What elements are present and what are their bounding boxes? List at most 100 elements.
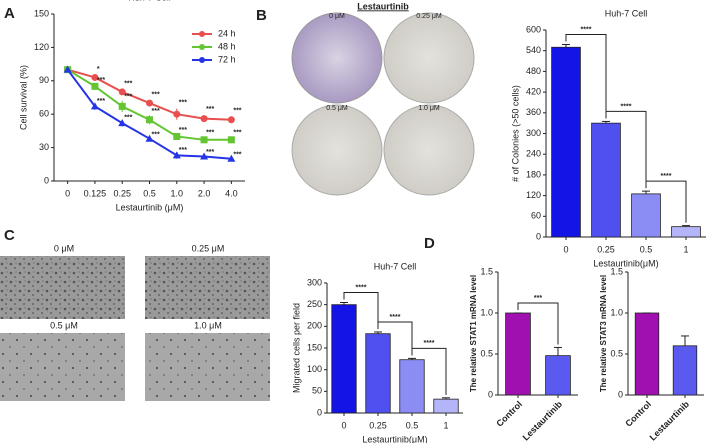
significance-label: *** [179,99,187,106]
y-tick-label: 100 [307,364,322,374]
significance-label: *** [233,107,241,114]
significance-label: *** [233,129,241,136]
point [146,99,153,107]
panel-label: C [4,227,15,244]
y-tick-label: 0.5 [480,348,493,358]
significance-label: *** [206,106,214,113]
point [200,136,208,144]
y-tick-label: 1.5 [610,266,623,276]
bar [591,122,621,238]
significance-label: *** [179,147,187,154]
x-tick-label: 0.5 [640,244,653,254]
y-tick-label: 180 [526,169,541,179]
significance-label: *** [152,108,160,115]
x-tick-label: 0 [341,420,346,430]
y-tick-label: 360 [526,107,541,117]
significance-label: **** [581,26,592,33]
y-tick-label: 250 [307,299,322,309]
x-tick-label: Control [623,399,653,429]
panel-label: B [256,7,267,24]
y-tick-label: 1.5 [480,266,493,276]
x-tick-label: 0.5 [143,188,156,198]
legend-marker [199,57,205,63]
y-tick-label: 60 [531,211,541,221]
point [91,82,99,90]
chart-title: Huh-7 Cell [128,0,171,2]
significance-label: *** [206,129,214,136]
significance-label: **** [356,284,367,291]
x-tick-label: 1.0 [171,188,184,198]
plate [291,12,383,104]
y-tick-label: 1.0 [480,307,493,317]
x-axis-label: Lestaurtinib(μM) [593,258,658,268]
x-tick-label: 0 [563,244,568,254]
panel-label: A [4,5,15,22]
chart-title: Huh-7 Cell [605,8,648,18]
y-axis-label: # of Colonies (>50 cells) [510,85,520,182]
y-tick-label: 0 [618,389,623,399]
significance-label: *** [152,92,160,99]
plate [291,104,383,196]
x-axis-label: Lestaurtinib(μM) [362,434,427,443]
bar [551,46,581,238]
significance-label: *** [534,295,542,302]
point [227,116,235,124]
y-tick-label: 60 [39,109,49,119]
point [227,154,236,162]
point [200,115,208,123]
point [145,134,154,142]
significance-label: *** [124,94,132,101]
y-tick-label: 300 [307,277,322,287]
significance-label: *** [97,77,105,84]
y-tick-label: 120 [526,190,541,200]
y-tick-label: 200 [307,321,322,331]
colony-plates: Lestaurtinib 0 μM 0.25 μM 0.5 μM 1.0 μM [291,1,475,196]
significance-label: **** [390,314,401,321]
bar [331,304,357,414]
y-tick-label: 150 [307,342,322,352]
x-tick-label: Lestaurtinib [521,399,565,443]
micrograph [0,333,125,401]
significance-label: * [97,66,100,73]
y-axis-label: The relative STAT3 mRNA level [599,275,608,392]
x-tick-label: Lestaurtinib [648,399,692,443]
point [90,102,99,110]
significance-bracket [517,302,559,345]
image-label: 0.25 μM [192,243,225,253]
significance-label: *** [206,149,214,156]
legend-marker [199,44,205,50]
plate [383,12,475,104]
significance-label: **** [621,103,632,110]
bar [671,226,701,238]
significance-label: *** [124,115,132,122]
bar [433,398,459,414]
point [91,73,99,81]
y-tick-label: 0.5 [610,348,623,358]
y-axis-label: Migrated cells per field [291,303,301,393]
point [63,65,72,73]
point [200,152,209,160]
significance-bracket [411,347,447,395]
chart-title: Huh-7 Cell [374,261,417,271]
image-label: 0.5 μM [326,105,348,112]
x-tick-label: 2.0 [198,188,211,198]
legend-label: 72 h [218,54,236,64]
significance-label: *** [152,131,160,138]
y-tick-label: 30 [39,142,49,152]
y-tick-label: 240 [526,149,541,159]
image-title: Lestaurtinib [357,1,409,11]
legend-marker [199,31,205,37]
legend-label: 48 h [218,41,236,51]
point [173,110,181,118]
x-tick-label: 1 [683,244,688,254]
y-tick-label: 1.0 [610,307,623,317]
significance-label: **** [661,173,672,180]
significance-label: *** [179,127,187,134]
significance-label: *** [124,81,132,88]
x-tick-label: 0.5 [406,420,419,430]
bar [634,312,660,396]
y-tick-label: 540 [526,45,541,55]
bar [505,312,531,396]
bar [365,333,391,414]
x-axis-label: Lestaurtinib (μM) [116,202,184,212]
